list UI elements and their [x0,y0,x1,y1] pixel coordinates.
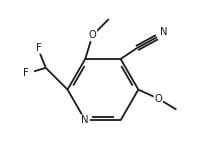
Text: F: F [36,43,41,53]
Text: O: O [154,94,162,104]
Text: N: N [82,115,89,125]
Text: O: O [89,30,96,40]
Text: F: F [23,68,29,78]
Text: N: N [160,27,168,37]
